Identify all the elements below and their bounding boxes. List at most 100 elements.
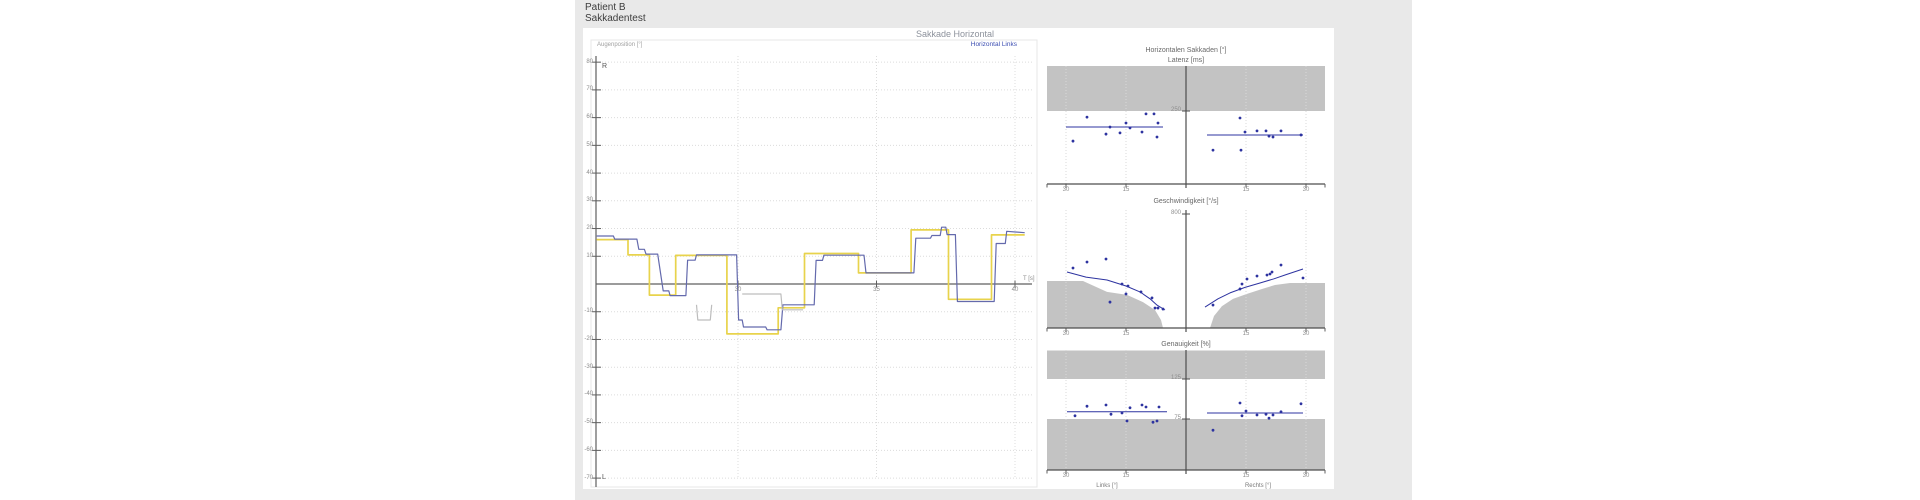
- latenz-dot-links: [1108, 125, 1112, 129]
- genauigkeit-dot-rechts: [1255, 413, 1259, 417]
- genauigkeit-dot-rechts: [1267, 416, 1271, 420]
- genauigkeit-dot-links: [1128, 406, 1132, 410]
- geschwindigkeit-dot-links: [1108, 300, 1112, 304]
- geschwindigkeit-trend-links: [1066, 271, 1166, 311]
- genauigkeit-x-tick-label: 15: [1242, 473, 1250, 479]
- main-y-tick-label: -50: [584, 419, 593, 426]
- genauigkeit-x-tick-label: 30: [1062, 473, 1070, 479]
- geschwindigkeit-dot-rechts: [1270, 270, 1274, 274]
- latenz-dot-links: [1071, 139, 1075, 143]
- main-y-tick-label: 50: [586, 141, 593, 148]
- latenz-threshold-label: 250: [1170, 107, 1181, 113]
- latenz-dot-links: [1144, 112, 1148, 116]
- geschwindigkeit-trend-rechts: [1204, 268, 1304, 308]
- latenz-dot-links: [1128, 126, 1132, 130]
- main-y-tick-label: 20: [586, 225, 593, 232]
- geschwindigkeit-dot-links: [1126, 284, 1130, 288]
- genauigkeit-dot-links: [1125, 419, 1129, 423]
- geschwindigkeit-x-tick-label: 30: [1302, 331, 1310, 337]
- main-x-tick-label: 30: [734, 287, 742, 293]
- genauigkeit-dot-links: [1085, 404, 1089, 408]
- genauigkeit-dot-rechts: [1211, 428, 1215, 432]
- genauigkeit-dot-rechts: [1271, 413, 1275, 417]
- main-chart-legend: Horizontal Links: [970, 41, 1017, 48]
- main-x-tick-label: 35: [873, 287, 880, 293]
- main-y-tick-label: -40: [584, 391, 593, 398]
- latenz-dot-links: [1140, 130, 1144, 134]
- latenz-dot-rechts: [1238, 116, 1242, 120]
- latenz-dot-links: [1156, 121, 1160, 125]
- main-y-tick-label: 40: [586, 169, 593, 176]
- geschwindigkeit-dot-links: [1104, 257, 1108, 261]
- latenz-title: Latenz [ms]: [1167, 57, 1205, 64]
- geschwindigkeit-norm-region-rechts: [1210, 283, 1325, 328]
- latenz-x-tick-label: 15: [1122, 187, 1130, 193]
- main-y-tick-label: -20: [584, 335, 593, 342]
- links-axis-label: Links [°]: [1096, 483, 1118, 489]
- latenz-dot-rechts: [1211, 148, 1215, 152]
- latenz-dot-links: [1104, 132, 1108, 136]
- geschwindigkeit-dot-links: [1139, 290, 1143, 294]
- geschwindigkeit-dot-rechts: [1268, 272, 1272, 276]
- geschwindigkeit-x-tick-label: 30: [1062, 331, 1070, 337]
- latenz-x-tick-label: 30: [1302, 187, 1310, 193]
- geschwindigkeit-dot-links: [1071, 266, 1075, 270]
- geschwindigkeit-dot-rechts: [1245, 277, 1249, 281]
- main-chart-title: Sakkade Horizontal: [915, 29, 995, 39]
- genauigkeit-dot-links: [1140, 403, 1144, 407]
- right-direction-label: R: [602, 63, 608, 70]
- geschwindigkeit-dot-rechts: [1240, 282, 1244, 286]
- latenz-dot-links: [1124, 121, 1128, 125]
- genauigkeit-dot-rechts: [1244, 409, 1248, 413]
- geschwindigkeit-dot-links: [1156, 306, 1160, 310]
- genauigkeit-dot-rechts: [1299, 402, 1303, 406]
- main-y-tick-label: -60: [584, 446, 593, 453]
- main-y-tick-label: 60: [586, 114, 593, 121]
- main-y-axis-label: Augenposition [°]: [597, 42, 643, 48]
- trace-secondary: [742, 293, 804, 311]
- main-y-tick-label: 80: [586, 58, 593, 65]
- geschwindigkeit-axis-label: 800: [1170, 210, 1181, 216]
- genauigkeit-dot-rechts: [1238, 401, 1242, 405]
- trace-secondary: [695, 304, 713, 321]
- geschwindigkeit-norm-region-links: [1047, 281, 1163, 328]
- latenz-dot-rechts: [1243, 130, 1247, 134]
- latenz-dot-rechts: [1267, 134, 1271, 138]
- geschwindigkeit-x-tick-label: 15: [1122, 331, 1130, 337]
- geschwindigkeit-dot-rechts: [1238, 287, 1242, 291]
- genauigkeit-dot-links: [1151, 420, 1155, 424]
- geschwindigkeit-dot-rechts: [1255, 274, 1259, 278]
- genauigkeit-dot-links: [1120, 411, 1124, 415]
- main-plot-border: [590, 39, 1038, 488]
- genauigkeit-dot-rechts: [1279, 410, 1283, 414]
- latenz-dot-rechts: [1239, 148, 1243, 152]
- patient-name: Patient B: [585, 2, 626, 13]
- geschwindigkeit-dot-rechts: [1301, 276, 1305, 280]
- latenz-dot-links: [1085, 115, 1089, 119]
- geschwindigkeit-title: Geschwindigkeit [°/s]: [1153, 198, 1219, 205]
- geschwindigkeit-dot-links: [1161, 307, 1165, 311]
- main-y-tick-label: 30: [586, 197, 593, 204]
- main-y-tick-label: -70: [584, 474, 593, 481]
- latenz-dot-rechts: [1255, 129, 1259, 133]
- panels-group-title: Horizontalen Sakkaden [°]: [1145, 47, 1227, 54]
- geschwindigkeit-dot-links: [1124, 292, 1128, 296]
- genauigkeit-x-tick-label: 15: [1122, 473, 1130, 479]
- geschwindigkeit-dot-links: [1085, 260, 1089, 264]
- geschwindigkeit-dot-links: [1153, 306, 1157, 310]
- latenz-x-tick-label: 15: [1242, 187, 1250, 193]
- genauigkeit-dot-links: [1073, 414, 1077, 418]
- genauigkeit-upper-label: 125: [1170, 375, 1181, 381]
- geschwindigkeit-dot-rechts: [1265, 273, 1269, 277]
- genauigkeit-dot-links: [1157, 405, 1161, 409]
- genauigkeit-dot-links: [1109, 412, 1113, 416]
- genauigkeit-title: Genauigkeit [%]: [1161, 341, 1211, 348]
- latenz-dot-links: [1118, 131, 1122, 135]
- genauigkeit-dot-links: [1144, 405, 1148, 409]
- main-x-tick-label: 40: [1011, 287, 1019, 293]
- test-title: Sakkadentest: [585, 13, 646, 24]
- geschwindigkeit-dot-links: [1150, 296, 1154, 300]
- main-x-axis-unit: T [s]: [1023, 276, 1035, 282]
- latenz-dot-links: [1155, 135, 1159, 139]
